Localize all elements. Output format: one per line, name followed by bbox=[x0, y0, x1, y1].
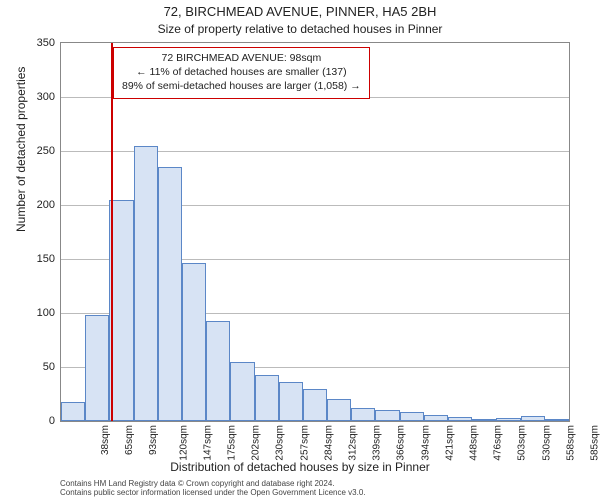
property-marker-line bbox=[111, 43, 113, 421]
x-tick-label: 202sqm bbox=[251, 425, 262, 461]
plot-area: 72 BIRCHMEAD AVENUE: 98sqm ← 11% of deta… bbox=[60, 42, 570, 422]
y-tick-label: 300 bbox=[37, 91, 61, 103]
y-tick-label: 100 bbox=[37, 307, 61, 319]
histogram-bar bbox=[400, 412, 424, 421]
histogram-bar bbox=[545, 419, 569, 421]
annotation-line: ← 11% of detached houses are smaller (13… bbox=[122, 65, 361, 79]
x-tick-label: 38sqm bbox=[100, 425, 111, 455]
x-tick-label: 147sqm bbox=[202, 425, 213, 461]
histogram-bar bbox=[303, 389, 327, 421]
footer-credits: Contains HM Land Registry data © Crown c… bbox=[60, 479, 366, 498]
x-tick-label: 65sqm bbox=[124, 425, 135, 455]
x-tick-label: 257sqm bbox=[299, 425, 310, 461]
y-axis-label: Number of detached properties bbox=[14, 67, 28, 232]
x-tick-label: 448sqm bbox=[469, 425, 480, 461]
histogram-bar bbox=[255, 375, 279, 421]
title-line-2: Size of property relative to detached ho… bbox=[0, 22, 600, 36]
x-tick-label: 421sqm bbox=[444, 425, 455, 461]
x-tick-label: 394sqm bbox=[420, 425, 431, 461]
x-axis-label: Distribution of detached houses by size … bbox=[0, 460, 600, 474]
x-tick-label: 230sqm bbox=[275, 425, 286, 461]
y-tick-label: 200 bbox=[37, 199, 61, 211]
y-tick-label: 150 bbox=[37, 253, 61, 265]
footer-line: Contains HM Land Registry data © Crown c… bbox=[60, 479, 366, 489]
histogram-bar bbox=[496, 418, 520, 421]
histogram-bar bbox=[134, 146, 158, 421]
y-tick-label: 350 bbox=[37, 37, 61, 49]
x-tick-label: 476sqm bbox=[493, 425, 504, 461]
x-tick-label: 585sqm bbox=[589, 425, 600, 461]
histogram-bar bbox=[375, 410, 399, 421]
histogram-bar bbox=[521, 416, 545, 421]
histogram-bar bbox=[279, 382, 303, 421]
histogram-bar bbox=[327, 399, 351, 421]
histogram-bar bbox=[85, 315, 109, 421]
x-tick-label: 503sqm bbox=[517, 425, 528, 461]
y-tick-label: 250 bbox=[37, 145, 61, 157]
histogram-bar bbox=[448, 417, 472, 421]
histogram-bar bbox=[61, 402, 85, 421]
x-tick-label: 312sqm bbox=[348, 425, 359, 461]
x-tick-label: 120sqm bbox=[178, 425, 189, 461]
x-tick-label: 339sqm bbox=[372, 425, 383, 461]
x-tick-label: 366sqm bbox=[396, 425, 407, 461]
x-tick-label: 175sqm bbox=[227, 425, 238, 461]
footer-line: Contains public sector information licen… bbox=[60, 488, 366, 498]
histogram-bar bbox=[158, 167, 182, 421]
histogram-bar bbox=[206, 321, 230, 421]
histogram-bar bbox=[472, 419, 496, 421]
y-tick-label: 50 bbox=[43, 361, 61, 373]
histogram-bar bbox=[230, 362, 254, 421]
histogram-bar bbox=[424, 415, 448, 421]
chart-container: 72, BIRCHMEAD AVENUE, PINNER, HA5 2BH Si… bbox=[0, 0, 600, 500]
x-tick-label: 93sqm bbox=[148, 425, 159, 455]
x-tick-label: 284sqm bbox=[323, 425, 334, 461]
title-line-1: 72, BIRCHMEAD AVENUE, PINNER, HA5 2BH bbox=[0, 4, 600, 19]
histogram-bar bbox=[351, 408, 375, 421]
x-tick-label: 530sqm bbox=[541, 425, 552, 461]
y-tick-label: 0 bbox=[49, 415, 61, 427]
x-tick-label: 558sqm bbox=[565, 425, 576, 461]
annotation-line: 72 BIRCHMEAD AVENUE: 98sqm bbox=[122, 51, 361, 65]
histogram-bar bbox=[182, 263, 206, 421]
annotation-line: 89% of semi-detached houses are larger (… bbox=[122, 79, 361, 93]
annotation-box: 72 BIRCHMEAD AVENUE: 98sqm ← 11% of deta… bbox=[113, 47, 370, 99]
